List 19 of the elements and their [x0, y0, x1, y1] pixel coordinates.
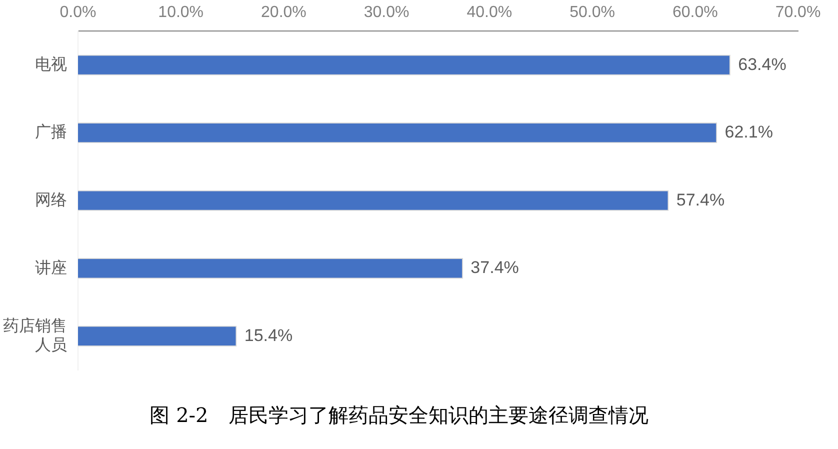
- y-tick-label: 电视: [35, 55, 67, 74]
- x-tick-label: 20.0%: [261, 4, 306, 22]
- data-label: 15.4%: [244, 326, 293, 345]
- data-label: 37.4%: [470, 258, 519, 278]
- y-tick-label: 网络: [35, 192, 67, 210]
- y-tick-label: 药店销售人员: [3, 316, 67, 354]
- x-tick-label: 30.0%: [364, 4, 410, 22]
- x-tick-label: 40.0%: [466, 4, 512, 22]
- x-tick-label: 60.0%: [672, 4, 718, 22]
- x-tick-label: 0.0%: [60, 4, 96, 22]
- y-tick-label: 广播: [35, 123, 67, 142]
- y-tick-label: 讲座: [35, 258, 67, 277]
- text: 图 2-2 居民学习了解药品安全知识的主要途径调查情况: [150, 403, 648, 428]
- x-tick-label: 70.0%: [775, 4, 821, 22]
- data-label: 63.4%: [738, 54, 786, 74]
- x-tick-label: 50.0%: [570, 4, 615, 22]
- x-tick-label: 10.0%: [158, 4, 204, 22]
- data-label: 57.4%: [676, 190, 725, 210]
- data-label: 62.1%: [724, 122, 773, 142]
